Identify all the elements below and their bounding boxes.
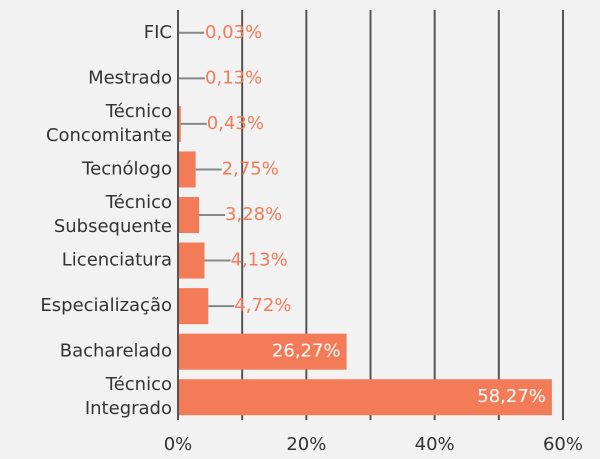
bar [178, 242, 205, 279]
value-label: 26,27% [272, 341, 341, 362]
value-label: 4,13% [231, 250, 288, 271]
x-tick-label: 40% [415, 434, 455, 455]
bar [178, 379, 552, 416]
value-label: 0,13% [205, 67, 262, 88]
x-tick-label: 60% [543, 434, 583, 455]
value-label: 3,28% [225, 204, 282, 225]
bar [178, 197, 200, 233]
y-tick-label: Especialização [40, 295, 172, 316]
value-label: 0,43% [207, 113, 264, 134]
y-tick-label: Bacharelado [60, 341, 172, 362]
bar [178, 105, 181, 142]
value-label: 4,72% [234, 295, 291, 316]
value-label: 2,75% [222, 158, 279, 179]
value-label: 0,03% [205, 22, 262, 43]
y-tick-label: Técnico Integrado [85, 374, 172, 419]
y-tick-label: Mestrado [88, 67, 172, 88]
y-tick-label: Técnico Subsequente [54, 192, 172, 237]
bar [178, 151, 196, 188]
y-tick-label: Tecnólogo [81, 158, 172, 179]
x-tick-label: 20% [286, 434, 326, 455]
bar [178, 333, 347, 370]
value-label: 58,27% [477, 386, 546, 407]
y-tick-label: Licenciatura [62, 250, 172, 271]
bar [178, 288, 209, 325]
x-tick-label: 0% [164, 434, 193, 455]
y-tick-label: FIC [144, 22, 172, 43]
y-tick-label: Técnico Concomitante [46, 101, 172, 146]
